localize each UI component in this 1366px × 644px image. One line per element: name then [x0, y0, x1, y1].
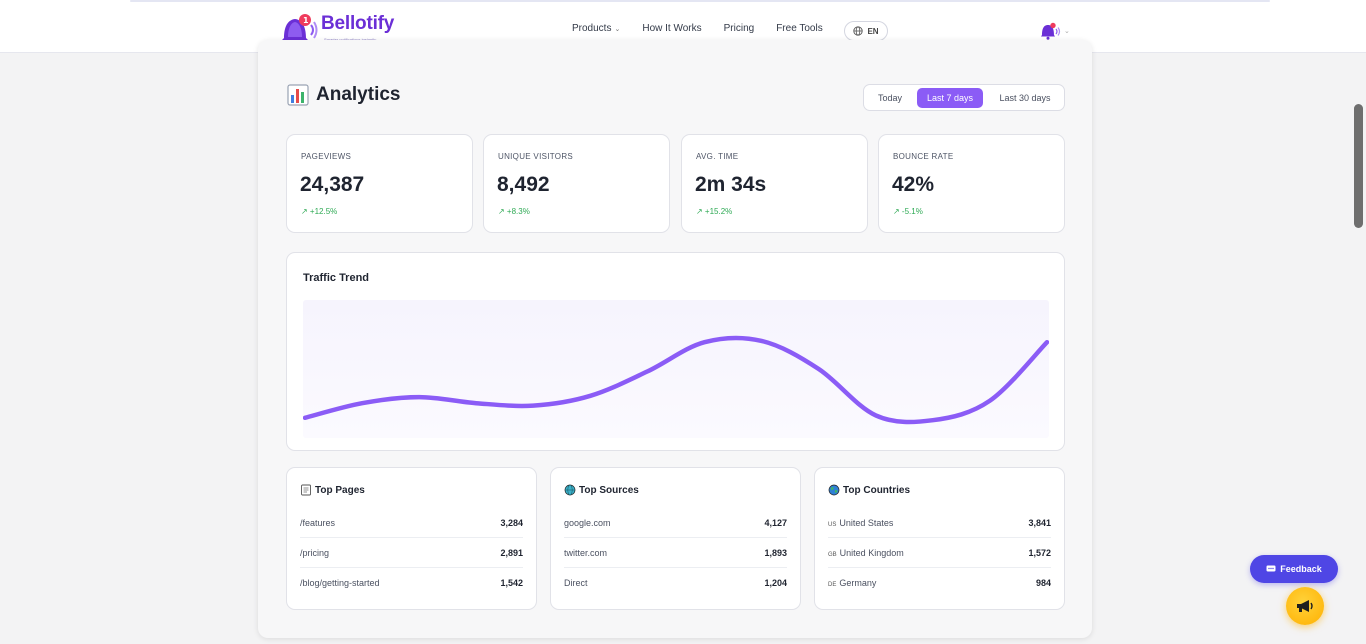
earth-icon — [828, 484, 840, 496]
stat-label: UNIQUE VISITORS — [498, 152, 574, 161]
bar-chart-icon — [287, 84, 309, 106]
nav-how-it-works[interactable]: How It Works — [642, 23, 702, 34]
country-name: United States — [839, 517, 894, 528]
feedback-label: Feedback — [1280, 564, 1322, 574]
stat-card-pageviews: PAGEVIEWS 24,387 ↗ +12.5% — [286, 134, 473, 233]
nav-products[interactable]: Products ⌄ — [572, 23, 620, 34]
globe-icon — [853, 26, 864, 36]
list-item-name: /pricing — [300, 547, 330, 558]
nav-pricing[interactable]: Pricing — [723, 23, 755, 34]
announcements-button[interactable] — [1286, 587, 1324, 625]
nav-products-label: Products — [572, 23, 612, 34]
user-menu[interactable]: ⌄ — [1039, 21, 1073, 41]
traffic-trend-card: Traffic Trend — [286, 252, 1065, 451]
list-item[interactable]: GB United Kingdom 1,572 — [828, 538, 1051, 568]
list-item-value: 2,891 — [500, 547, 523, 558]
range-last-30-days[interactable]: Last 30 days — [999, 93, 1051, 103]
list-item[interactable]: DE Germany 984 — [828, 568, 1051, 598]
analytics-title: Analytics — [316, 84, 401, 105]
country-code: GB — [828, 551, 837, 558]
list-item-value: 1,893 — [764, 547, 787, 558]
language-label: EN — [867, 26, 879, 36]
chart-title: Traffic Trend — [303, 272, 370, 284]
traffic-series-line — [303, 335, 1049, 425]
top-sources-header: Top Sources — [564, 484, 639, 496]
list-item-value: 1,542 — [500, 578, 523, 588]
list-item-value: 3,841 — [1028, 517, 1051, 528]
list-item-name: /features — [300, 517, 336, 528]
top-pages-header: Top Pages — [300, 484, 365, 496]
stat-card-unique-visitors: UNIQUE VISITORS 8,492 ↗ +8.3% — [483, 134, 670, 233]
language-selector[interactable]: EN — [844, 21, 888, 41]
list-item-value: 4,127 — [764, 517, 787, 528]
nav-free-tools[interactable]: Free Tools — [776, 23, 823, 34]
country-name: Germany — [839, 578, 877, 588]
list-item[interactable]: /blog/getting-started 1,542 — [300, 568, 523, 598]
list-item[interactable]: US United States 3,841 — [828, 508, 1051, 538]
stat-change: ↗ +12.5% — [301, 207, 338, 216]
stat-change: ↗ -5.1% — [893, 207, 923, 216]
list-item-value: 3,284 — [500, 517, 523, 528]
globe-icon — [564, 484, 576, 496]
list-item-name: GB United Kingdom — [828, 548, 904, 558]
country-name: United Kingdom — [839, 547, 904, 558]
list-item-name: DE Germany — [828, 578, 876, 588]
top-countries-header: Top Countries — [828, 484, 910, 496]
stat-value: 2m 34s — [695, 173, 767, 196]
stat-value: 24,387 — [300, 173, 365, 196]
top-sources-title: Top Sources — [579, 484, 639, 496]
stat-card-avg-time: AVG. TIME 2m 34s ↗ +15.2% — [681, 134, 868, 233]
list-item-name: twitter.com — [564, 547, 608, 558]
list-item-value: 1,204 — [764, 578, 787, 588]
top-countries-card: Top Countries US United States 3,841 GB Uni… — [814, 467, 1065, 610]
page-title: Analytics — [287, 84, 400, 106]
list-item[interactable]: /pricing 2,891 — [300, 538, 523, 568]
list-item-name: Direct — [564, 578, 588, 588]
list-item-name: /blog/getting-started — [300, 578, 380, 588]
document-icon — [301, 484, 311, 496]
stat-label: BOUNCE RATE — [893, 152, 954, 161]
address-bar-line — [130, 0, 1270, 2]
traffic-trend-chart — [303, 300, 1049, 438]
stat-change: ↗ +15.2% — [696, 207, 733, 216]
browser-top-strip — [0, 0, 1366, 9]
brand-logo[interactable]: 1 Bellotify Smarter notifications instan… — [278, 10, 408, 48]
stat-change: ↗ +8.3% — [498, 207, 530, 216]
list-item-value: 984 — [1035, 578, 1051, 588]
chevron-down-icon: ⌄ — [614, 26, 621, 33]
top-pages-title: Top Pages — [315, 484, 365, 496]
scrollbar-thumb[interactable] — [1354, 104, 1363, 228]
range-today[interactable]: Today — [877, 93, 903, 103]
stat-value: 8,492 — [497, 173, 550, 196]
stat-value: 42% — [892, 173, 935, 196]
megaphone-icon — [1297, 600, 1313, 612]
country-code: US — [828, 521, 837, 528]
list-item-value: 1,572 — [1028, 547, 1051, 558]
bell-logo-icon: 1 — [281, 14, 318, 47]
top-sources-card: Top Sources google.com 4,127 twitter.com 1… — [550, 467, 801, 610]
top-pages-card: Top Pages /features 3,284 /pricing 2,891 /… — [286, 467, 537, 610]
brand-name: Bellotify — [321, 13, 395, 34]
stat-label: PAGEVIEWS — [301, 152, 352, 161]
brand-tagline: Smarter notifications instantly — [324, 37, 376, 42]
list-item[interactable]: /features 3,284 — [300, 508, 523, 538]
stat-label: AVG. TIME — [696, 152, 739, 161]
list-item-name: google.com — [564, 517, 611, 528]
bell-icon — [1041, 22, 1061, 40]
list-item[interactable]: Direct 1,204 — [564, 568, 787, 598]
svg-text:1: 1 — [303, 16, 309, 25]
range-last-7-days[interactable]: Last 7 days — [917, 88, 983, 108]
country-code: DE — [828, 582, 837, 588]
list-item[interactable]: google.com 4,127 — [564, 508, 787, 538]
top-countries-title: Top Countries — [843, 484, 911, 496]
chat-icon — [1266, 565, 1276, 572]
nav-links: Products ⌄ How It Works Pricing Free Tool… — [572, 23, 845, 34]
list-item-name: US United States — [828, 518, 893, 528]
chevron-down-icon: ⌄ — [1064, 28, 1070, 35]
date-range-toggle: Today Last 7 days Last 30 days — [863, 84, 1065, 111]
list-item[interactable]: twitter.com 1,893 — [564, 538, 787, 568]
chart-plot-area — [303, 300, 1049, 438]
feedback-button[interactable]: Feedback — [1250, 555, 1338, 583]
stat-card-bounce-rate: BOUNCE RATE 42% ↗ -5.1% — [878, 134, 1065, 233]
